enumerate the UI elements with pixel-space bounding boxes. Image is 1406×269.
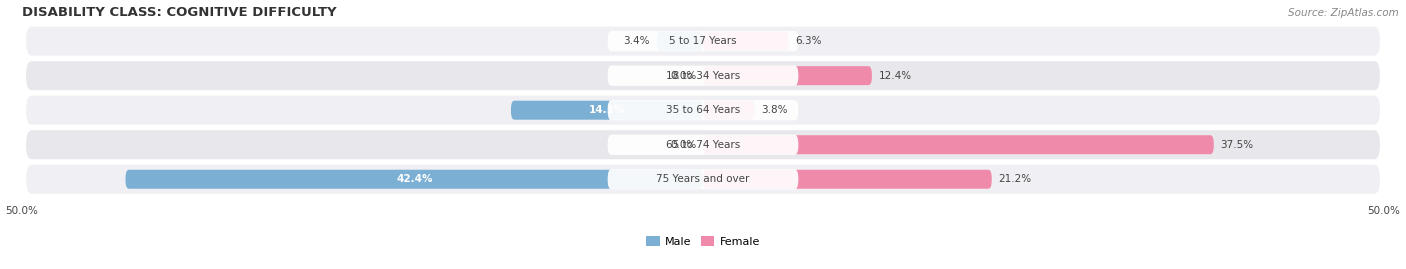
Text: 3.4%: 3.4% <box>623 36 650 46</box>
FancyBboxPatch shape <box>607 169 799 189</box>
Text: 37.5%: 37.5% <box>1220 140 1254 150</box>
FancyBboxPatch shape <box>607 100 799 121</box>
FancyBboxPatch shape <box>657 32 703 51</box>
Text: 0.0%: 0.0% <box>669 71 696 81</box>
FancyBboxPatch shape <box>703 32 789 51</box>
Legend: Male, Female: Male, Female <box>641 232 765 251</box>
Text: 5 to 17 Years: 5 to 17 Years <box>669 36 737 46</box>
FancyBboxPatch shape <box>27 130 1379 159</box>
Text: 0.0%: 0.0% <box>669 140 696 150</box>
FancyBboxPatch shape <box>607 134 799 155</box>
FancyBboxPatch shape <box>703 135 1213 154</box>
FancyBboxPatch shape <box>703 66 872 85</box>
FancyBboxPatch shape <box>607 65 799 86</box>
Text: 12.4%: 12.4% <box>879 71 912 81</box>
Text: 6.3%: 6.3% <box>796 36 823 46</box>
Text: Source: ZipAtlas.com: Source: ZipAtlas.com <box>1288 8 1399 18</box>
Text: 14.1%: 14.1% <box>589 105 626 115</box>
FancyBboxPatch shape <box>27 165 1379 194</box>
Text: 21.2%: 21.2% <box>998 174 1032 184</box>
FancyBboxPatch shape <box>703 170 991 189</box>
FancyBboxPatch shape <box>27 96 1379 125</box>
Text: 65 to 74 Years: 65 to 74 Years <box>666 140 740 150</box>
Text: 18 to 34 Years: 18 to 34 Years <box>666 71 740 81</box>
Text: 75 Years and over: 75 Years and over <box>657 174 749 184</box>
FancyBboxPatch shape <box>27 61 1379 90</box>
Text: DISABILITY CLASS: COGNITIVE DIFFICULTY: DISABILITY CLASS: COGNITIVE DIFFICULTY <box>22 6 336 19</box>
Text: 42.4%: 42.4% <box>396 174 433 184</box>
FancyBboxPatch shape <box>125 170 703 189</box>
FancyBboxPatch shape <box>27 27 1379 56</box>
FancyBboxPatch shape <box>510 101 703 120</box>
Text: 3.8%: 3.8% <box>762 105 789 115</box>
Text: 35 to 64 Years: 35 to 64 Years <box>666 105 740 115</box>
FancyBboxPatch shape <box>607 31 799 51</box>
FancyBboxPatch shape <box>703 101 755 120</box>
